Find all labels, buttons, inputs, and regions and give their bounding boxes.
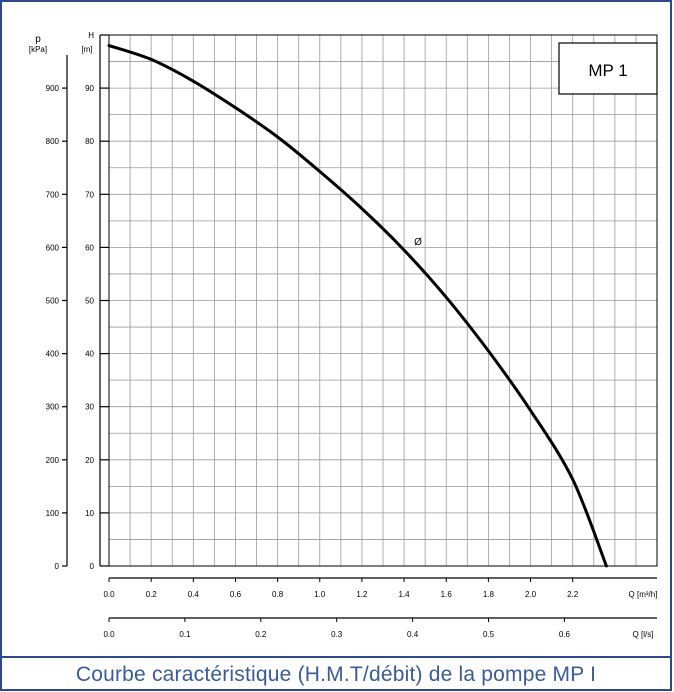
pressure-tick-label: 300 [46, 403, 60, 412]
flow-ls-tick-label: 0.4 [407, 630, 419, 639]
flow-m3h-tick-label: 1.0 [314, 590, 326, 599]
head-tick-label: H [88, 31, 94, 40]
flow-ls-tick-label: 0.1 [179, 630, 191, 639]
flow-ls-tick-label: 0.3 [331, 630, 343, 639]
head-tick-label: 10 [85, 509, 94, 518]
flow-ls-axis-title: Q [l/s] [633, 630, 654, 639]
curve-label: Ø [414, 237, 422, 248]
pressure-tick-label: 0 [55, 562, 60, 571]
pressure-tick-label: 400 [46, 350, 60, 359]
axis-headers: p [kPa] [m] [29, 34, 93, 54]
title-box-frame [558, 42, 658, 95]
pump-characteristic-curve [107, 44, 608, 568]
flow-m3h-tick-label: 0.6 [230, 590, 242, 599]
flow-m3h-tick-label: 2.2 [567, 590, 579, 599]
pressure-tick-label: 800 [46, 137, 60, 146]
chart-series [107, 44, 608, 568]
flow-ls-tick-label: 0.6 [559, 630, 571, 639]
flow-m3h-tick-label: 1.8 [483, 590, 495, 599]
head-axis-unit: [m] [81, 45, 92, 54]
head-tick-label: 20 [85, 456, 94, 465]
head-tick-label: 30 [85, 403, 94, 412]
chart-ticks: 0 100 200 300 400 500 600 700 800 900 0 10 20 30 40 50 6… [46, 31, 579, 639]
flow-axis-headers: Q [m³/h] Q [l/s] [629, 590, 658, 639]
pressure-axis-symbol: p [35, 34, 41, 45]
flow-m3h-tick-label: 0.4 [188, 590, 200, 599]
flow-m3h-tick-label: 1.4 [399, 590, 411, 599]
head-tick-label: 40 [85, 350, 94, 359]
head-tick-label: 0 [90, 562, 95, 571]
head-tick-label: 50 [85, 297, 94, 306]
flow-m3h-tick-label: 1.6 [441, 590, 453, 599]
flow-m3h-tick-label: 0.0 [103, 590, 115, 599]
flow-ls-tick-label: 0.0 [103, 630, 115, 639]
head-tick-label: 70 [85, 190, 94, 199]
flow-m3h-axis-title: Q [m³/h] [629, 590, 658, 599]
chart-title: MP 1 [588, 61, 627, 80]
flow-m3h-tick-label: 1.2 [356, 590, 368, 599]
flow-m3h-tick-label: 0.2 [146, 590, 158, 599]
figure-caption: Courbe caractéristique (H.M.T/débit) de … [75, 663, 597, 686]
pressure-tick-label: 100 [46, 509, 60, 518]
pressure-axis-unit: [kPa] [29, 45, 47, 54]
pressure-tick-label: 200 [46, 456, 60, 465]
pressure-tick-label: 700 [46, 190, 60, 199]
pressure-tick-label: 600 [46, 243, 60, 252]
flow-m3h-tick-label: 0.8 [272, 590, 284, 599]
flow-ls-tick-label: 0.2 [255, 630, 267, 639]
pressure-tick-label: 500 [46, 297, 60, 306]
title-box: MP 1 [558, 42, 658, 95]
flow-ls-tick-label: 0.5 [483, 630, 495, 639]
pressure-tick-label: 900 [46, 84, 60, 93]
head-tick-label: 90 [85, 84, 94, 93]
flow-m3h-tick-label: 2.0 [525, 590, 537, 599]
head-tick-label: 60 [85, 243, 94, 252]
head-tick-label: 80 [85, 137, 94, 146]
